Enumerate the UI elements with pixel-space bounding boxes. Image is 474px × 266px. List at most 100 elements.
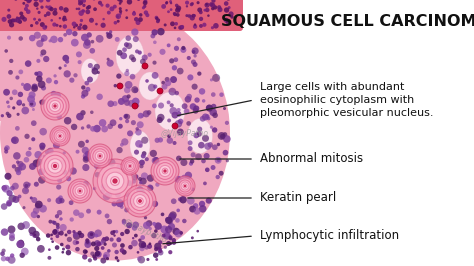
Circle shape: [46, 0, 50, 2]
Circle shape: [114, 84, 117, 88]
Circle shape: [196, 131, 202, 137]
Circle shape: [86, 154, 90, 159]
Circle shape: [54, 80, 58, 84]
Circle shape: [107, 11, 111, 15]
Circle shape: [73, 232, 78, 238]
Circle shape: [53, 11, 57, 16]
Circle shape: [169, 235, 173, 239]
Circle shape: [18, 195, 21, 198]
Circle shape: [54, 74, 57, 77]
Circle shape: [197, 1, 200, 4]
Circle shape: [78, 0, 83, 4]
Circle shape: [90, 48, 95, 54]
Circle shape: [53, 164, 57, 168]
Circle shape: [191, 60, 196, 65]
Circle shape: [172, 112, 178, 119]
Circle shape: [30, 102, 33, 106]
Circle shape: [174, 91, 179, 95]
Circle shape: [118, 98, 125, 105]
Circle shape: [139, 164, 144, 168]
Circle shape: [38, 18, 41, 22]
Circle shape: [119, 0, 123, 3]
Circle shape: [154, 160, 176, 182]
Circle shape: [218, 7, 223, 12]
Circle shape: [226, 0, 231, 1]
Circle shape: [195, 153, 202, 160]
Circle shape: [173, 27, 176, 29]
Circle shape: [187, 74, 193, 81]
Circle shape: [1, 249, 6, 253]
Circle shape: [115, 230, 118, 234]
Circle shape: [102, 237, 106, 240]
Circle shape: [132, 98, 139, 105]
Circle shape: [50, 126, 70, 146]
Circle shape: [153, 40, 157, 44]
Circle shape: [186, 94, 192, 99]
Circle shape: [173, 13, 177, 16]
Ellipse shape: [116, 36, 144, 76]
Circle shape: [79, 190, 82, 192]
Circle shape: [28, 91, 36, 98]
Circle shape: [199, 10, 203, 14]
Circle shape: [4, 147, 8, 151]
Circle shape: [58, 195, 63, 200]
Circle shape: [73, 240, 78, 245]
Circle shape: [37, 148, 73, 184]
Circle shape: [215, 157, 222, 164]
Circle shape: [137, 51, 142, 55]
Circle shape: [108, 159, 116, 167]
Circle shape: [117, 165, 120, 169]
Circle shape: [18, 223, 25, 230]
Circle shape: [147, 244, 152, 249]
Circle shape: [58, 134, 62, 138]
Circle shape: [35, 203, 41, 209]
Circle shape: [47, 5, 52, 10]
Circle shape: [170, 103, 174, 107]
Circle shape: [158, 137, 163, 143]
Circle shape: [177, 108, 181, 112]
Circle shape: [8, 256, 16, 264]
Circle shape: [136, 20, 141, 25]
Circle shape: [4, 49, 8, 53]
Circle shape: [28, 147, 31, 150]
Circle shape: [99, 241, 103, 246]
Circle shape: [113, 230, 116, 233]
Circle shape: [77, 26, 82, 30]
Circle shape: [76, 51, 82, 57]
Circle shape: [138, 256, 145, 263]
Circle shape: [94, 240, 100, 247]
Circle shape: [158, 247, 160, 249]
Circle shape: [110, 177, 119, 185]
Circle shape: [22, 2, 25, 5]
Circle shape: [39, 205, 47, 213]
Circle shape: [9, 22, 14, 27]
Circle shape: [169, 107, 177, 115]
Circle shape: [127, 188, 153, 214]
Circle shape: [53, 102, 60, 109]
Circle shape: [205, 3, 208, 6]
Circle shape: [183, 184, 187, 188]
Circle shape: [135, 49, 139, 53]
Circle shape: [173, 141, 176, 145]
Circle shape: [1, 228, 8, 236]
Circle shape: [116, 199, 124, 207]
Circle shape: [123, 159, 137, 173]
Circle shape: [18, 20, 22, 24]
Circle shape: [172, 238, 176, 242]
Circle shape: [64, 64, 67, 67]
Circle shape: [93, 7, 97, 11]
Circle shape: [91, 67, 96, 71]
Circle shape: [98, 153, 102, 158]
Circle shape: [161, 4, 166, 9]
Circle shape: [128, 198, 135, 205]
Circle shape: [90, 251, 95, 256]
Circle shape: [57, 210, 62, 215]
Circle shape: [142, 55, 148, 61]
Circle shape: [76, 113, 84, 120]
Circle shape: [158, 249, 162, 253]
Circle shape: [184, 185, 186, 187]
Circle shape: [16, 16, 18, 19]
Circle shape: [169, 58, 174, 64]
Circle shape: [165, 80, 171, 86]
Circle shape: [178, 119, 183, 124]
